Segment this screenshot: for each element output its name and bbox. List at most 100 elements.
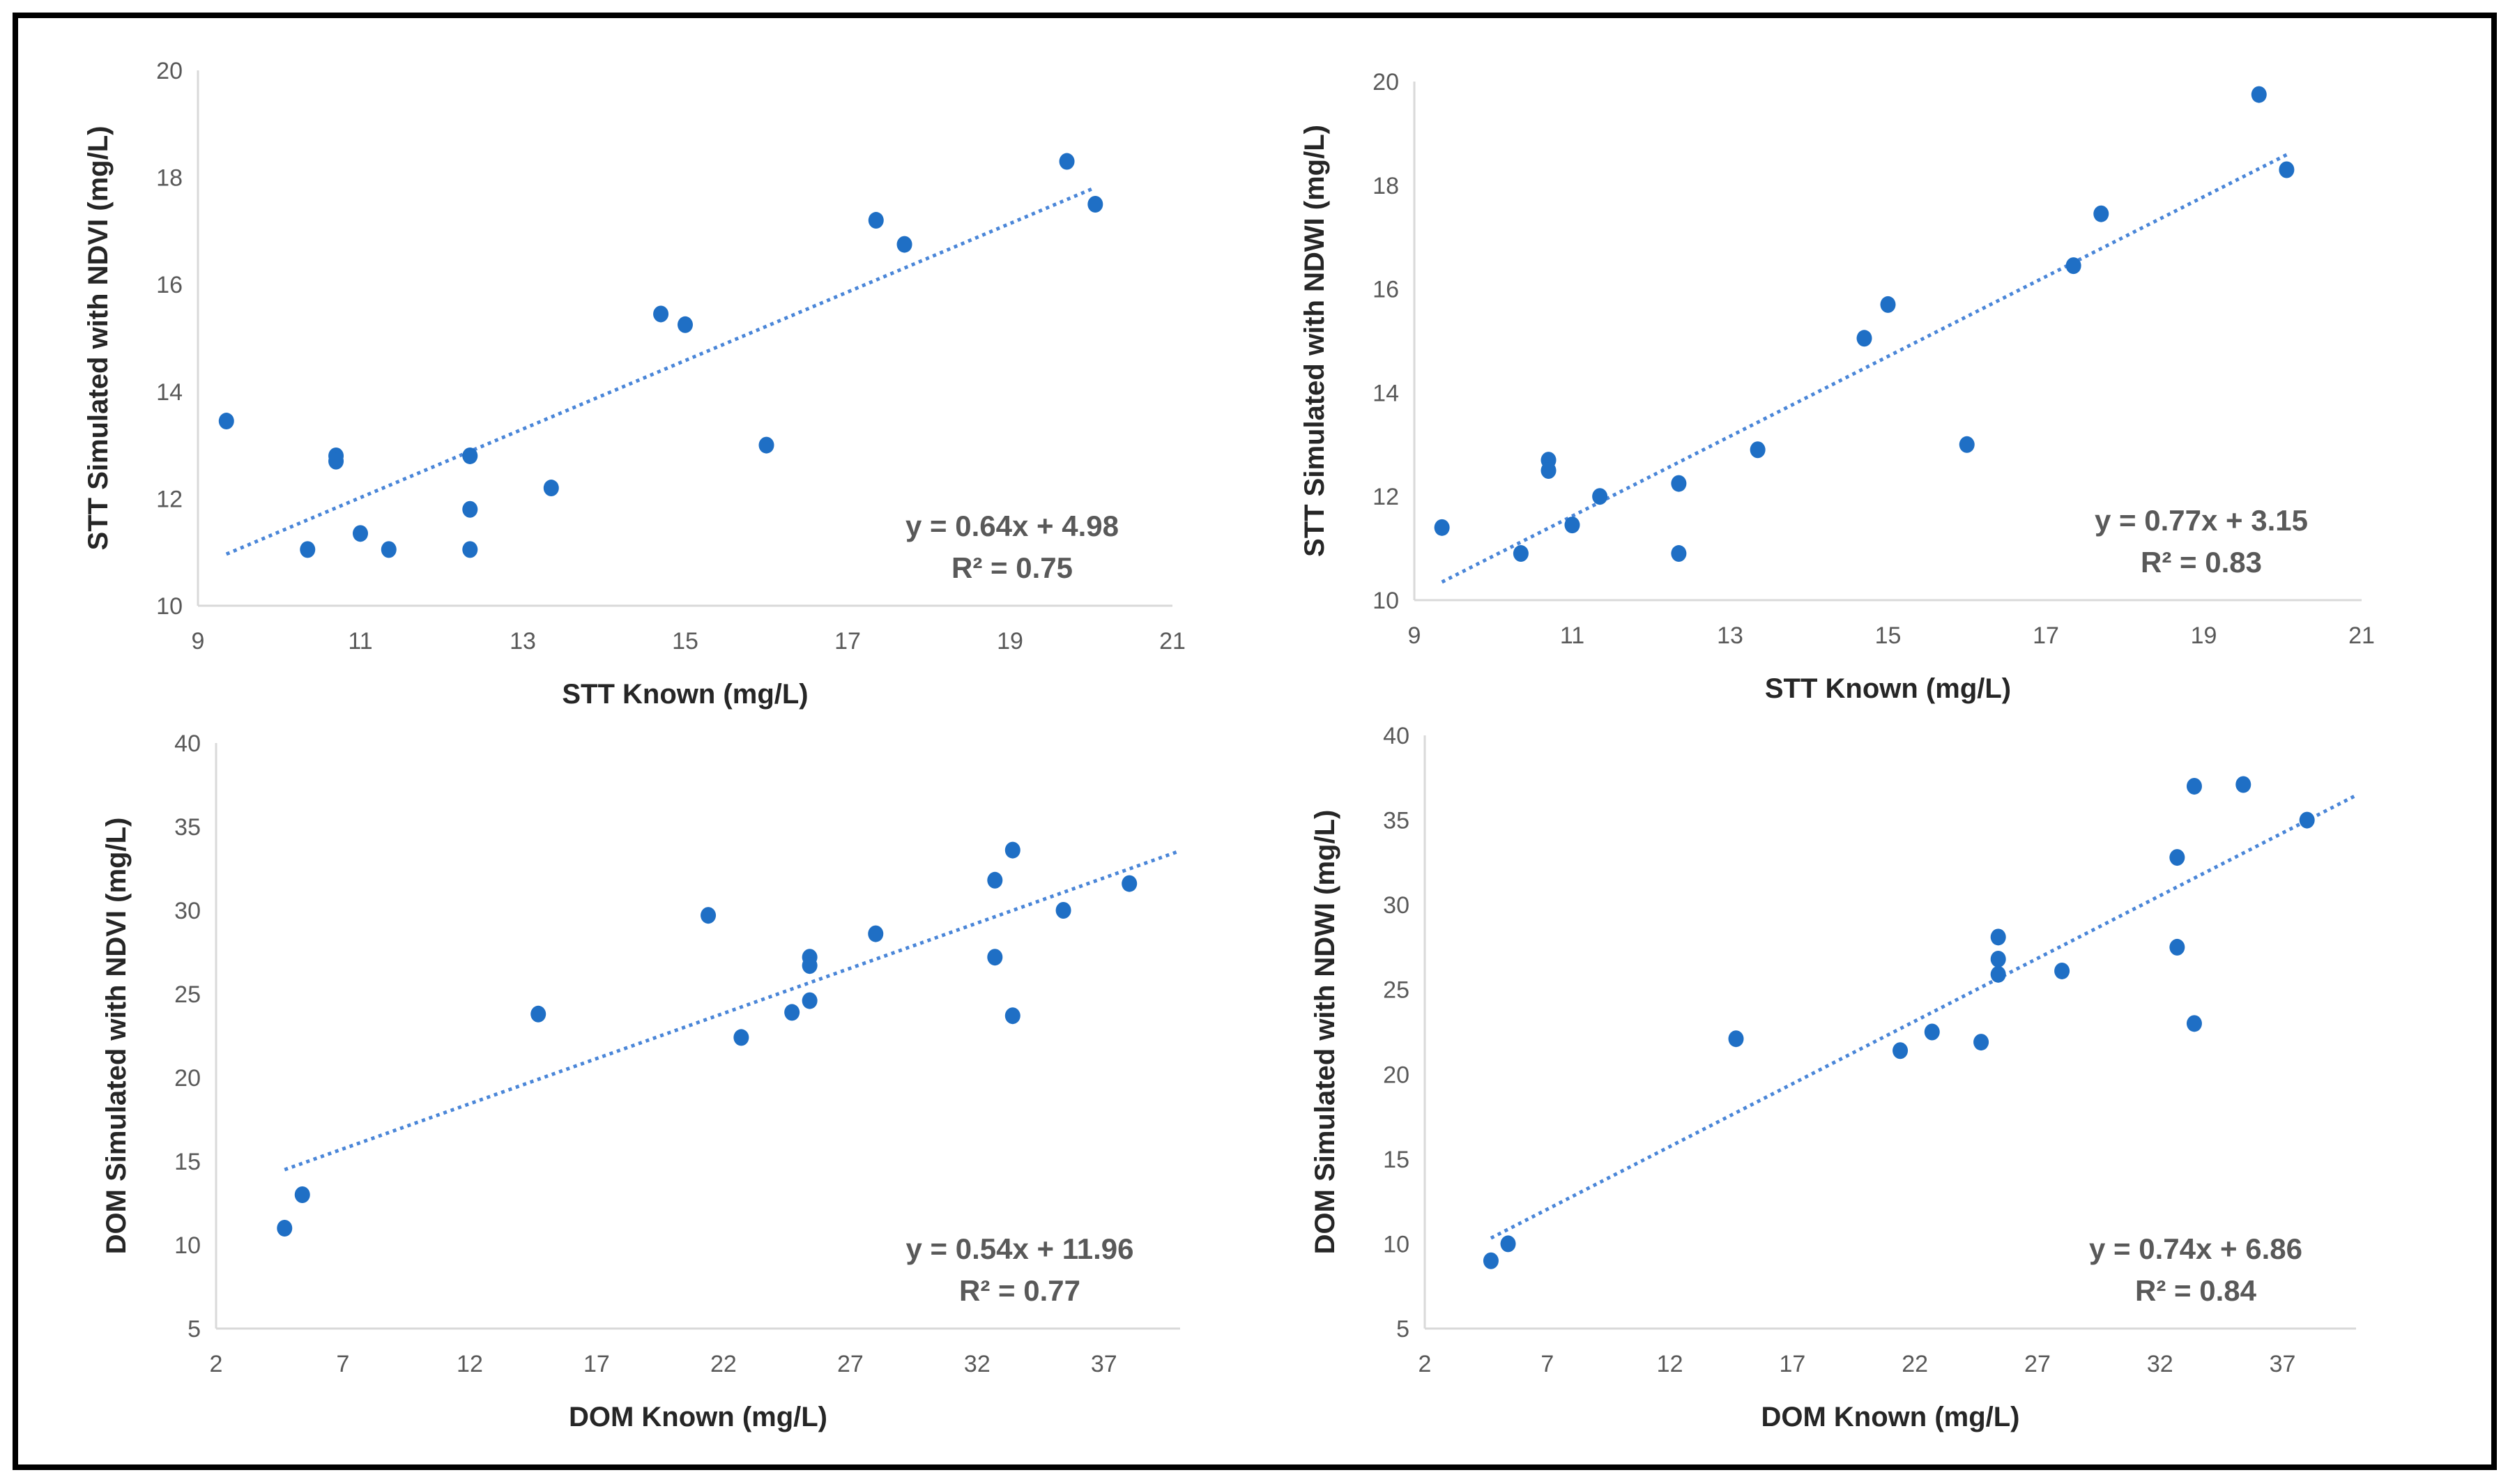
y-axis-title: STT Simulated with NDWI (mg/L) [1299,125,1330,557]
x-tick-label: 21 [2348,622,2375,649]
data-point [802,957,818,974]
r-squared-label: R² = 0.77 [959,1274,1080,1307]
y-tick-label: 20 [174,1065,201,1092]
y-tick-label: 10 [174,1232,201,1259]
data-point [381,541,397,558]
x-tick-label: 37 [1091,1351,1117,1377]
x-axis-title: STT Known (mg/L) [562,679,808,710]
scatter-chart-2: 9 11 13 15 17 19 21 10 12 14 16 18 20 STT Known (mg/L… [1299,69,2375,704]
data-point [1990,965,2006,983]
data-point [1483,1252,1499,1269]
y-axis-title: DOM Simulated with NDVI (mg/L) [101,818,132,1255]
x-tick-label: 2 [1419,1351,1432,1377]
data-point [294,1186,310,1203]
data-point [2093,205,2109,222]
data-point [2169,849,2185,866]
x-tick-label: 11 [1560,622,1584,649]
data-point [462,500,478,518]
data-point [1671,475,1687,492]
y-tick-label: 5 [188,1316,201,1343]
data-point [328,452,344,470]
y-tick-label: 40 [174,730,201,757]
data-point [2299,811,2315,829]
data-point [1059,153,1075,170]
y-tick-label: 15 [174,1149,201,1175]
x-tick-label: 37 [2270,1351,2296,1377]
x-tick-label: 32 [964,1351,991,1377]
data-point [1122,875,1138,892]
x-tick-label: 2 [210,1351,223,1377]
data-point [2054,962,2070,979]
data-point [1564,517,1580,534]
data-point [1856,330,1872,347]
x-tick-label: 15 [1875,622,1902,649]
x-tick-label: 12 [457,1351,483,1377]
data-point [1592,488,1608,505]
y-axis-title: DOM Simulated with NDWI (mg/L) [1310,810,1340,1255]
r-squared-label: R² = 0.75 [951,551,1073,584]
y-tick-label: 20 [1383,1062,1409,1088]
data-point [462,541,478,558]
data-point [2169,938,2185,956]
trendline-equation: y = 0.54x + 11.96 [906,1232,1134,1265]
data-point [543,480,559,497]
x-tick-label: 22 [1902,1351,1928,1377]
data-point [353,525,368,542]
x-tick-label: 21 [1159,628,1186,655]
x-tick-label: 7 [337,1351,350,1377]
y-tick-label: 35 [1383,808,1409,834]
y-tick-label: 10 [1372,588,1399,614]
data-point [1990,928,2006,946]
data-point [1055,902,1071,919]
y-tick-label: 5 [1396,1316,1409,1343]
y-tick-label: 12 [156,486,183,512]
data-point [678,316,693,333]
data-point [987,949,1003,966]
data-point [1973,1034,1989,1051]
x-tick-label: 17 [2033,622,2059,649]
data-point [218,413,234,430]
data-point [462,447,478,464]
data-point [868,925,884,942]
data-point [2186,1015,2202,1032]
y-tick-label: 18 [156,165,183,192]
x-tick-label: 9 [192,628,205,655]
x-axis-title: DOM Known (mg/L) [569,1402,827,1432]
data-point [1728,1030,1744,1048]
scatter-chart-1: 9 11 13 15 17 19 21 10 12 14 16 18 20 STT Known (mg/L… [83,58,1186,710]
data-point [1990,950,2006,967]
y-tick-label: 30 [1383,892,1409,919]
figure-frame [13,13,2497,1470]
y-tick-label: 12 [1372,484,1399,510]
data-point [1434,519,1450,536]
data-point [1087,196,1103,213]
x-tick-label: 12 [1657,1351,1683,1377]
x-tick-label: 13 [1717,622,1743,649]
data-point [758,436,774,454]
y-tick-label: 25 [174,981,201,1008]
trendline-equation: y = 0.64x + 4.98 [905,510,1119,542]
data-point [1513,545,1529,563]
x-tick-label: 19 [2191,622,2217,649]
data-point [802,992,818,1009]
y-tick-label: 20 [1372,69,1399,95]
r-squared-label: R² = 0.83 [2141,546,2262,579]
x-axis-title: DOM Known (mg/L) [1761,1402,2019,1432]
y-tick-label: 16 [156,272,183,298]
x-tick-label: 17 [1779,1351,1805,1377]
data-point [1750,441,1766,459]
y-tick-label: 15 [1383,1147,1409,1173]
data-point [784,1004,800,1021]
data-point [987,871,1003,889]
x-tick-label: 11 [348,628,372,655]
x-tick-label: 32 [2147,1351,2173,1377]
data-point [530,1005,546,1023]
x-tick-label: 22 [710,1351,737,1377]
x-tick-label: 7 [1540,1351,1554,1377]
x-tick-label: 9 [1408,622,1421,649]
data-point [1959,436,1975,453]
data-point [1500,1235,1516,1253]
trendline-equation: y = 0.74x + 6.86 [2089,1232,2302,1265]
